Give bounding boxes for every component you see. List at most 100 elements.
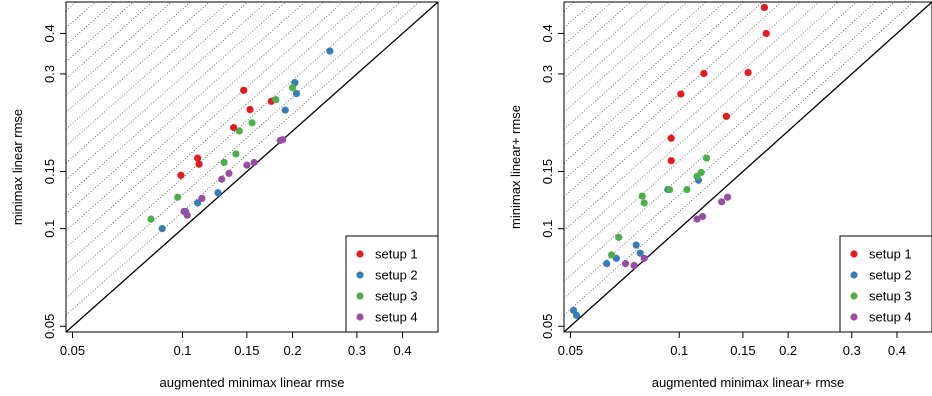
data-point <box>697 168 705 177</box>
legend-marker <box>356 313 364 321</box>
data-point <box>572 311 581 320</box>
data-point <box>248 119 256 127</box>
data-point <box>288 84 297 92</box>
legend-label: setup 1 <box>869 247 912 262</box>
x-axis-title: augmented minimax linear rmse <box>160 375 345 390</box>
right-scatter-panel: 0.05 0.1 0.15 0.2 0.3 0.4 0.05 0.1 0.15 0.3 0.4 aug… <box>508 1 932 390</box>
plot-area <box>564 2 932 332</box>
guide-line <box>66 2 249 164</box>
data-point <box>630 261 638 270</box>
series-setup-3 <box>608 154 711 259</box>
guide-line <box>564 2 895 299</box>
guide-line <box>564 2 632 62</box>
data-point <box>174 193 182 201</box>
data-point <box>326 47 334 55</box>
plot-frame <box>65 1 439 333</box>
data-point <box>677 90 685 98</box>
data-point <box>158 225 166 233</box>
y-axis-title: minimax linear+ rmse <box>508 105 523 229</box>
data-point <box>762 29 770 38</box>
legend: setup 1 setup 2 setup 3 setup 4 <box>345 235 439 333</box>
guide-line <box>564 2 745 164</box>
x-tick-label: 0.05 <box>558 343 583 358</box>
y-axis: 0.05 0.1 0.15 0.3 0.4 <box>42 24 66 339</box>
data-point <box>214 189 222 197</box>
data-point <box>235 127 243 135</box>
legend-label: setup 1 <box>375 247 418 262</box>
legend-label: setup 4 <box>375 310 418 325</box>
series-setup-2 <box>158 47 334 233</box>
x-tick-label: 0.05 <box>60 343 85 358</box>
y-tick-label: 0.3 <box>540 65 555 83</box>
plot-area <box>66 2 438 332</box>
data-point <box>700 69 708 78</box>
y-tick-label: 0.05 <box>42 314 57 339</box>
y-tick-label: 0.15 <box>42 159 57 184</box>
guide-line <box>66 2 153 79</box>
x-axis: 0.05 0.1 0.15 0.2 0.3 0.4 <box>60 332 412 358</box>
legend-marker <box>850 313 858 321</box>
data-point <box>744 68 752 77</box>
y-axis-title: minimax linear rmse <box>10 109 25 225</box>
data-point <box>147 215 155 223</box>
data-point <box>722 112 730 120</box>
data-point <box>232 150 240 158</box>
data-point <box>640 254 648 262</box>
data-point <box>194 154 202 162</box>
guide-line <box>66 2 134 62</box>
data-point <box>608 251 616 259</box>
guide-line <box>66 2 401 299</box>
legend-label: setup 2 <box>375 268 418 283</box>
guide-line <box>564 2 650 79</box>
guide-line <box>564 2 877 282</box>
data-point <box>760 3 769 12</box>
y-tick-label: 0.3 <box>42 65 57 83</box>
data-point <box>281 106 289 114</box>
legend-marker <box>850 271 858 279</box>
x-tick-label: 0.2 <box>779 343 797 358</box>
x-tick-label: 0.1 <box>173 343 191 358</box>
guide-line <box>564 2 594 29</box>
series-setup-3 <box>147 84 297 223</box>
data-point <box>198 194 206 202</box>
guide-line <box>66 2 96 29</box>
data-point <box>246 105 254 114</box>
guide-line <box>564 2 763 181</box>
guide-line <box>564 2 839 248</box>
data-point <box>220 158 228 167</box>
legend: setup 1 setup 2 setup 3 setup 4 <box>839 235 932 333</box>
guide-line <box>66 2 325 231</box>
data-point <box>702 154 711 162</box>
x-axis-title: augmented minimax linear+ rmse <box>652 375 845 390</box>
legend-label: setup 4 <box>869 310 912 325</box>
legend-marker <box>356 250 364 258</box>
data-point <box>272 96 280 104</box>
guide-line <box>66 2 382 282</box>
data-point <box>665 185 674 194</box>
guide-line <box>66 2 420 316</box>
guide-line <box>564 2 669 96</box>
plot-frame <box>563 1 932 333</box>
data-point <box>218 175 226 183</box>
guide-line <box>66 2 172 96</box>
data-point <box>279 136 287 144</box>
guide-line <box>66 2 363 265</box>
y-tick-label: 0.4 <box>42 24 57 42</box>
legend-marker <box>850 250 858 258</box>
data-point <box>183 211 191 219</box>
data-point <box>636 249 644 257</box>
data-point <box>195 160 203 168</box>
guide-line <box>564 2 914 316</box>
data-point <box>250 158 258 167</box>
data-point <box>640 199 648 207</box>
x-tick-label: 0.3 <box>348 343 366 358</box>
data-point <box>240 86 248 94</box>
guide-line <box>66 2 268 181</box>
series-setup-4 <box>180 136 287 219</box>
data-point <box>225 169 233 178</box>
x-tick-label: 0.2 <box>284 343 302 358</box>
data-point <box>718 198 726 206</box>
legend-label: setup 3 <box>869 289 912 304</box>
guide-line <box>66 2 191 113</box>
